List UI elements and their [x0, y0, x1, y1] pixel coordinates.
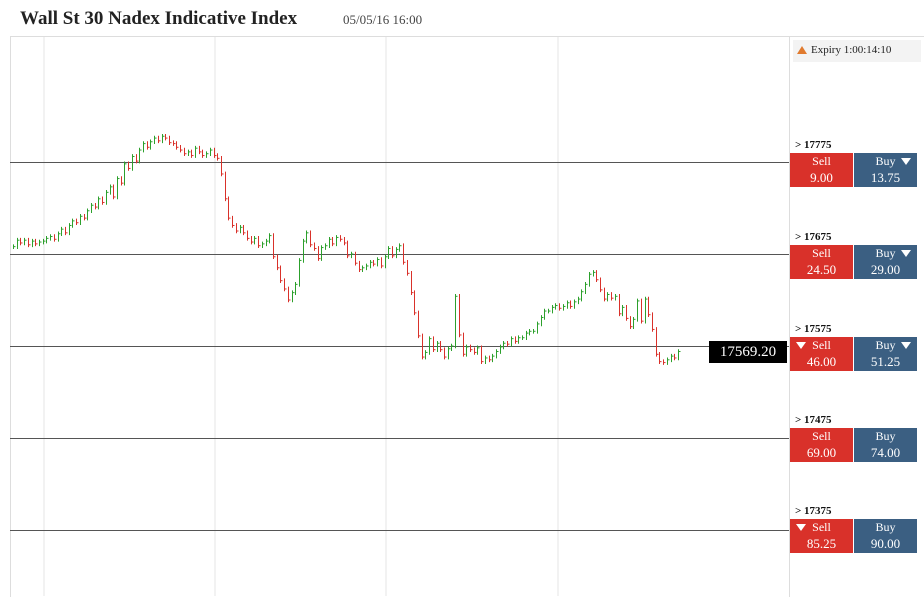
buy-price: 13.75 [870, 170, 901, 185]
buy-price: 74.00 [870, 445, 901, 460]
sell-label: Sell [812, 429, 831, 443]
sell-label: Sell [812, 520, 831, 534]
triangle-down-icon [796, 524, 806, 531]
sell-button[interactable]: Sell 85.25 [790, 519, 853, 553]
buy-price: 90.00 [870, 536, 901, 551]
sell-label: Sell [812, 154, 831, 168]
buy-price: 29.00 [870, 262, 901, 277]
buy-button[interactable]: Buy 90.00 [854, 519, 917, 553]
order-panel [789, 36, 924, 597]
triangle-down-icon [796, 342, 806, 349]
strike-label: > 17775 [795, 139, 832, 151]
buy-price: 51.25 [870, 354, 901, 369]
triangle-down-icon [901, 342, 911, 349]
sell-price: 85.25 [806, 536, 837, 551]
buy-button[interactable]: Buy 74.00 [854, 428, 917, 462]
sell-button[interactable]: Sell 9.00 [790, 153, 853, 187]
chart-area[interactable] [10, 36, 790, 597]
strike-label: > 17475 [795, 414, 832, 426]
sell-price: 9.00 [810, 170, 833, 185]
sell-button[interactable]: Sell 69.00 [790, 428, 853, 462]
sell-label: Sell [812, 338, 831, 352]
sell-price: 46.00 [806, 354, 837, 369]
sell-button[interactable]: Sell 46.00 [790, 337, 853, 371]
sell-price: 69.00 [806, 445, 837, 460]
sell-button[interactable]: Sell 24.50 [790, 245, 853, 279]
strike-label: > 17675 [795, 231, 832, 243]
buy-button[interactable]: Buy 29.00 [854, 245, 917, 279]
triangle-down-icon [901, 158, 911, 165]
buy-button[interactable]: Buy 51.25 [854, 337, 917, 371]
buy-label: Buy [875, 338, 896, 352]
timestamp: 05/05/16 16:00 [343, 12, 423, 27]
expiry-indicator: Expiry 1:00:14:10 [793, 40, 921, 62]
current-price-tag: 17569.20 [709, 341, 787, 363]
expiry-label: Expiry 1:00:14:10 [811, 44, 892, 56]
sell-label: Sell [812, 246, 831, 260]
buy-label: Buy [875, 520, 896, 534]
triangle-up-icon [797, 46, 807, 54]
sell-price: 24.50 [806, 262, 837, 277]
buy-label: Buy [875, 429, 896, 443]
page-title: Wall St 30 Nadex Indicative Index [20, 8, 298, 29]
strike-label: > 17575 [795, 323, 832, 335]
strike-label: > 17375 [795, 505, 832, 517]
triangle-down-icon [901, 250, 911, 257]
buy-label: Buy [875, 154, 896, 168]
buy-label: Buy [875, 246, 896, 260]
buy-button[interactable]: Buy 13.75 [854, 153, 917, 187]
